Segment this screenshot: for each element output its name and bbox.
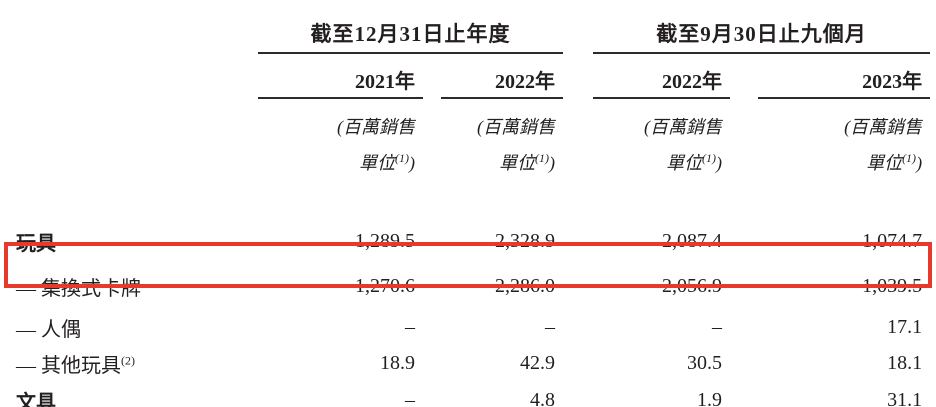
cell-toys-2021: 1,289.5 bbox=[355, 229, 415, 252]
footnote-ref-1: (1) bbox=[535, 151, 550, 165]
cell-stationery-2023-9m: 31.1 bbox=[887, 388, 923, 407]
column-group-header-row: 截至12月31日止年度 截至9月30日止九個月 bbox=[8, 0, 931, 54]
cell-figures-2023-9m: 17.1 bbox=[887, 315, 923, 338]
unit-header-row: (百萬銷售 單位(1)) (百萬銷售 單位(1)) (百萬銷售 單位(1)) (… bbox=[8, 98, 930, 187]
cell-stationery-2022-9m: 1.9 bbox=[697, 388, 723, 407]
sales-volume-table: 截至12月31日止年度 截至9月30日止九個月 2021年 2022年 2022… bbox=[8, 0, 931, 407]
table-row-stationery: 文具 – 4.8 1.9 31.1 bbox=[8, 381, 930, 407]
row-label-toys: 玩具 bbox=[16, 232, 56, 255]
unit-label: (百萬銷售 單位(1)) bbox=[337, 117, 415, 173]
spacer-row bbox=[8, 187, 930, 219]
cell-other-toys-2023-9m: 18.1 bbox=[887, 351, 923, 374]
cell-stationery-2021: – bbox=[405, 388, 415, 407]
unit-label: (百萬銷售 單位(1)) bbox=[644, 117, 723, 173]
row-label-figures: — 人偶 bbox=[16, 318, 81, 341]
row-label-stationery: 文具 bbox=[16, 391, 56, 407]
footnote-ref-1: (1) bbox=[395, 151, 409, 165]
cell-other-toys-2022: 42.9 bbox=[520, 351, 556, 374]
year-header-row: 2021年 2022年 2022年 2023年 bbox=[8, 53, 931, 99]
table-row-trading-cards-highlighted: — 集換式卡牌 1,270.6 2,286.0 2,056.9 1,039.5 bbox=[8, 263, 930, 309]
corner-cell bbox=[8, 0, 258, 53]
year-header-2022: 2022年 bbox=[441, 53, 564, 99]
table-row-toys: 玩具 1,289.5 2,328.9 2,087.4 1,074.7 bbox=[8, 219, 930, 263]
year-header-2023-9m: 2023年 bbox=[758, 53, 931, 99]
group-gap bbox=[563, 0, 593, 53]
cell-trading-cards-2023-9m: 1,039.5 bbox=[862, 274, 923, 297]
year-header-2021: 2021年 bbox=[258, 53, 423, 99]
row-label-other-toys: — 其他玩具(2) bbox=[16, 352, 135, 377]
column-group-year-ended: 截至12月31日止年度 bbox=[258, 0, 564, 54]
footnote-ref-2: (2) bbox=[121, 352, 135, 367]
cell-stationery-2022: 4.8 bbox=[530, 388, 556, 407]
cell-toys-2022: 2,328.9 bbox=[495, 229, 556, 252]
cell-figures-2022-9m: – bbox=[712, 315, 723, 338]
cell-other-toys-2021: 18.9 bbox=[380, 351, 415, 374]
cell-trading-cards-2021: 1,270.6 bbox=[355, 274, 415, 297]
cell-figures-2022: – bbox=[545, 315, 556, 338]
cell-other-toys-2022-9m: 30.5 bbox=[687, 351, 723, 374]
row-label-trading-cards: — 集換式卡牌 bbox=[16, 277, 141, 300]
cell-toys-2023-9m: 1,074.7 bbox=[862, 229, 923, 252]
table-row-figures: — 人偶 – – – 17.1 bbox=[8, 309, 930, 345]
footnote-ref-1: (1) bbox=[902, 151, 917, 165]
unit-label: (百萬銷售 單位(1)) bbox=[477, 117, 556, 173]
cell-toys-2022-9m: 2,087.4 bbox=[662, 229, 723, 252]
table-row-other-toys: — 其他玩具(2) 18.9 42.9 30.5 18.1 bbox=[8, 345, 930, 381]
cell-trading-cards-2022-9m: 2,056.9 bbox=[662, 274, 723, 297]
year-header-2022-9m: 2022年 bbox=[593, 53, 731, 99]
unit-label: (百萬銷售 單位(1)) bbox=[844, 117, 923, 173]
footnote-ref-1: (1) bbox=[702, 151, 717, 165]
cell-figures-2021: – bbox=[405, 315, 415, 338]
cell-trading-cards-2022: 2,286.0 bbox=[495, 274, 556, 297]
column-group-nine-months: 截至9月30日止九個月 bbox=[593, 0, 931, 54]
